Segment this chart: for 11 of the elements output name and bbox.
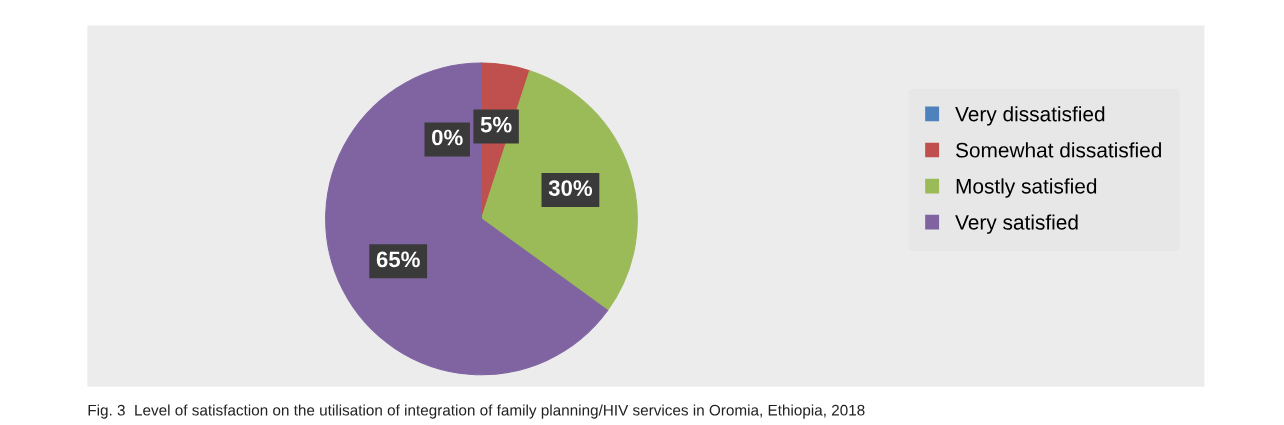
pie-slice [325,62,609,376]
data-label: 5% [480,116,512,133]
data-label: 65% [376,251,420,268]
data-label: 30% [548,180,593,196]
legend-label: Somewhat dissatisfied [956,142,1161,158]
legend-label: Mostly satisfied [956,178,1097,198]
legend-label: Very satisfied [955,214,1078,234]
pie-slice [480,70,638,312]
text: 0% [432,129,463,146]
legend-label: Very dissatisfied [955,106,1105,126]
text: Fig. 3 Level of satisfaction on the utilisation of integration of family planning/HIV services in Oromia, Ethiopia, 2018 [88,404,865,419]
